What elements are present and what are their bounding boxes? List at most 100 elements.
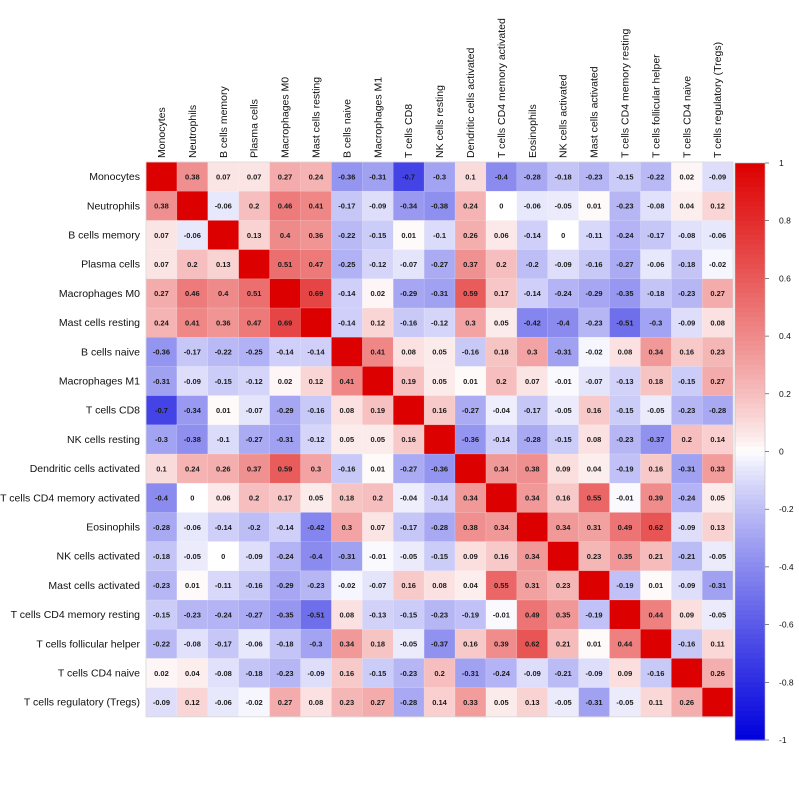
colorbar-segment xyxy=(735,268,765,275)
cell-value-label: -0.07 xyxy=(585,377,602,386)
cell-value-label: 0.08 xyxy=(587,435,602,444)
cell-value-label: 0.41 xyxy=(185,318,200,327)
row-label-t-cells-cd4-memory-resting: T cells CD4 memory resting xyxy=(11,609,140,621)
cell-value-label: 0.34 xyxy=(556,523,571,532)
cell-value-label: -0.23 xyxy=(585,318,602,327)
colorbar-segment xyxy=(735,576,765,582)
colorbar-segment xyxy=(735,643,765,650)
cell-value-label: 0.34 xyxy=(649,348,664,357)
cell-value-label: 0.01 xyxy=(370,464,385,473)
heatmap-cell xyxy=(300,395,333,426)
column-label-t-cells-cd4-memory-resting: T cells CD4 memory resting xyxy=(619,29,631,158)
cell-value-label: 0.21 xyxy=(649,552,664,561)
cell-value-label: -0.24 xyxy=(493,669,511,678)
cell-value-label: 0.08 xyxy=(710,318,725,327)
heatmap-cell xyxy=(640,628,672,660)
cell-value-label: -0.4 xyxy=(155,494,169,503)
cell-value-label: -0.4 xyxy=(309,552,323,561)
colorbar-segment xyxy=(735,427,765,433)
cell-value-label: -0.12 xyxy=(431,318,448,327)
colorbar-segment xyxy=(735,297,765,304)
cell-value-label: -0.07 xyxy=(400,260,417,269)
cell-value-label: 0.16 xyxy=(463,640,478,649)
heatmap-cell xyxy=(609,336,642,368)
heatmap-cell xyxy=(454,278,487,309)
cell-value-label: 0.07 xyxy=(370,523,385,532)
heatmap-cell xyxy=(640,482,672,514)
cell-value-label: 0.27 xyxy=(278,172,293,181)
cell-value-label: 0.31 xyxy=(525,581,540,590)
heatmap-cell xyxy=(640,249,672,280)
cell-value-label: 0.02 xyxy=(679,172,694,181)
heatmap-cell xyxy=(609,307,642,338)
heatmap-cell xyxy=(547,190,580,222)
heatmap-cell xyxy=(145,307,178,338)
cell-value-label: 0.12 xyxy=(710,202,725,211)
colorbar xyxy=(734,162,766,741)
colorbar-segment xyxy=(735,480,765,486)
column-label-monocytes: Monocytes xyxy=(156,107,168,158)
cell-value-label: -0.25 xyxy=(338,260,355,269)
heatmap-cell xyxy=(300,366,333,397)
heatmap-cell xyxy=(238,307,271,338)
colorbar-segment xyxy=(735,403,765,409)
cell-value-label: 0.3 xyxy=(465,318,475,327)
column-label-t-cells-cd4-memory-activated: T cells CD4 memory activated xyxy=(496,18,508,158)
heatmap-cell xyxy=(701,366,734,397)
heatmap-cell xyxy=(454,161,487,192)
cell-value-label: -0.01 xyxy=(555,377,572,386)
cell-value-label: 0.11 xyxy=(711,640,725,649)
heatmap-cell xyxy=(516,336,549,368)
cell-value-label: 0.39 xyxy=(494,640,509,649)
colorbar-segment xyxy=(735,278,765,284)
heatmap-cell xyxy=(145,512,178,543)
colorbar-segment xyxy=(735,340,765,347)
heatmap-cell xyxy=(423,658,456,689)
heatmap-cell xyxy=(176,687,209,718)
heatmap-cell xyxy=(176,366,209,397)
cell-value-label: 0.04 xyxy=(185,669,200,678)
cell-value-label: -0.09 xyxy=(246,552,263,561)
heatmap-cell xyxy=(578,336,611,368)
heatmap-cell xyxy=(701,395,734,426)
cell-value-label: 0.16 xyxy=(679,348,694,357)
cell-value-label: -0.31 xyxy=(431,289,448,298)
cell-value-label: -0.14 xyxy=(276,348,294,357)
colorbar-segment xyxy=(735,696,765,703)
cell-value-label: 0.13 xyxy=(710,523,725,532)
cell-value-label: -0.2 xyxy=(526,260,539,269)
cell-value-label: -0.19 xyxy=(616,464,633,473)
cell-value-label: 0.01 xyxy=(401,231,416,240)
cell-value-label: -0.31 xyxy=(369,172,386,181)
cell-value-label: 0.49 xyxy=(618,523,633,532)
cell-value-label: -0.3 xyxy=(155,435,168,444)
heatmap-cell xyxy=(485,599,518,630)
heatmap-cell xyxy=(392,628,425,660)
colorbar-segment xyxy=(735,249,765,255)
cell-value-label: 0.05 xyxy=(710,494,725,503)
heatmap-cell xyxy=(300,628,333,660)
heatmap-cell xyxy=(362,336,394,368)
cell-value-label: 0.69 xyxy=(278,318,293,327)
cell-value-label: 0.4 xyxy=(280,231,291,240)
heatmap-cell xyxy=(671,424,703,455)
cell-value-label: -0.7 xyxy=(402,172,415,181)
heatmap-cell xyxy=(671,161,703,192)
colorbar-segment xyxy=(735,658,765,664)
colorbar-segment xyxy=(735,687,765,693)
heatmap-cell xyxy=(701,161,734,192)
heatmap-cell xyxy=(640,453,672,484)
heatmap-cell xyxy=(331,512,363,543)
cell-value-label: -0.17 xyxy=(338,202,355,211)
colorbar-segment xyxy=(735,263,765,270)
cell-value-label: 0.07 xyxy=(525,377,540,386)
cell-value-label: -0.42 xyxy=(307,523,324,532)
heatmap-cell xyxy=(331,453,363,484)
cell-value-label: -0.09 xyxy=(153,698,170,707)
cell-value-label: -0.05 xyxy=(647,406,664,415)
heatmap-cell xyxy=(362,599,394,630)
colorbar-tick-label: 1 xyxy=(779,158,784,168)
cell-value-label: 0.01 xyxy=(216,406,231,415)
heatmap-cell xyxy=(331,336,363,368)
heatmap-cell xyxy=(300,482,333,514)
